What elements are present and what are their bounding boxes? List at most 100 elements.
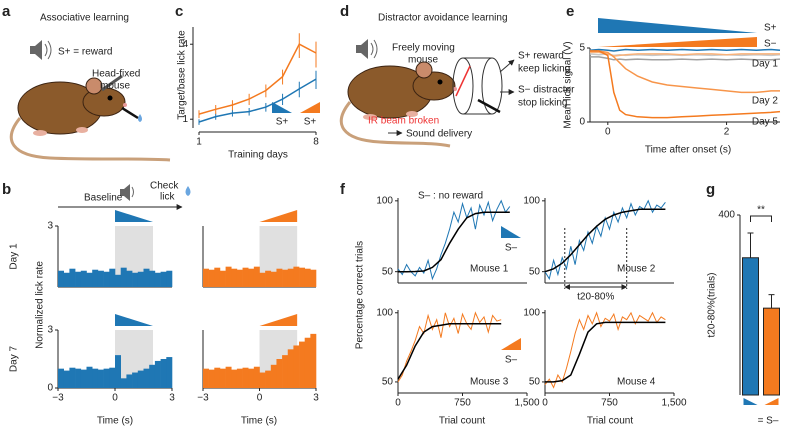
y-axis-label: Normalized lick rate [35,261,46,349]
histogram-bar [86,366,93,388]
histogram-bar [109,367,116,388]
histogram-bar [58,270,64,287]
histogram-bar [137,370,144,388]
chart-label: Mouse 2 [617,264,656,275]
histogram-bar [270,271,277,287]
histogram-bar [253,266,260,287]
panel-label: e [566,3,574,20]
histogram-bar [160,271,167,287]
histogram-bar [299,341,305,388]
histogram-bar [203,268,209,287]
x-tick-label: −3 [52,393,64,404]
x-tick-label: 0 [112,393,118,404]
histogram-bar [236,269,243,287]
histogram-bar [242,267,249,287]
histogram-bar [58,368,64,388]
histogram-bar [265,370,272,388]
panel-label: g [706,181,715,198]
y-tick-label: 100 [376,195,393,206]
y-tick-label: 50 [382,377,394,388]
legend-icon [272,102,292,113]
panel-label: d [340,3,349,20]
histogram-bar [219,368,226,388]
histogram-bar [69,268,76,287]
y-tick-label: 0 [47,383,53,394]
y-tick-label: 100 [523,195,540,206]
x-tick-label: 0 [395,398,401,409]
annotation: mouse [100,81,130,92]
y-tick-label: 5 [579,43,585,54]
histogram-bar [259,372,266,388]
stimulus-wedge [259,314,298,326]
category-icon [743,398,758,405]
interval-label: t20-80% [577,292,614,303]
significance-bracket [750,215,772,222]
y-tick-label: 100 [523,307,540,318]
y-tick-label: 3 [47,221,53,232]
histogram-bar [214,267,221,287]
histogram-bar [92,269,99,287]
mouse-illustration [339,61,457,148]
data-line [545,321,666,383]
histogram-bar [75,271,82,287]
histogram-bar [69,367,76,388]
annotation: S+ = reward [58,47,112,58]
legend-icon [501,338,521,350]
series-label: Day 5 [752,116,779,127]
histogram-bar [231,369,238,388]
x-axis-label: Training days [228,150,288,161]
histogram-bar [304,337,311,388]
category-icon [764,398,779,405]
histogram-bar [126,270,133,287]
legend-label: S– [505,243,518,254]
histogram-bar [231,268,238,287]
y-axis-label: Percentage correct trials [355,241,366,349]
histogram-bar [149,270,156,287]
histogram-bar [160,359,167,388]
histogram-bar [103,368,110,388]
y-tick-label: 50 [382,266,394,277]
histogram-bar [225,366,232,388]
histogram-bar [154,272,161,287]
row-label: Day 7 [9,346,20,373]
histogram-bar [214,367,221,388]
y-axis-label: t20-80%(trials) [707,272,718,337]
histogram-bar [208,269,215,287]
y-tick-label: 50 [529,266,541,277]
histogram-bar [310,333,317,388]
histogram-bar [276,359,283,388]
histogram-bar [109,268,116,287]
data-line [590,56,781,61]
histogram-bar [126,374,133,388]
histogram-bar [120,378,127,388]
y-tick-label: 400 [718,210,735,221]
x-tick-label: 1 [196,137,202,148]
y-axis-label: Target/base lick rate [177,30,188,120]
histogram-bar [120,267,127,287]
panel-label: a [2,3,11,20]
bar [763,307,780,396]
histogram-bar [115,355,121,388]
series-label: Day 2 [752,96,779,107]
y-tick-label: 0 [579,117,585,128]
stimulus-wedge [115,210,153,222]
histogram-bar [86,272,93,287]
histogram-bar [219,270,226,287]
bar [742,257,759,396]
histogram-bar [310,269,317,287]
legend-label: S+ [764,23,777,34]
x-axis-label: Time after onset (s) [645,145,731,156]
histogram-bar [166,357,173,388]
x-tick-label: 0 [542,398,548,409]
legend-label: S+ [276,117,289,128]
histogram-bar [248,368,255,388]
speaker-icon [120,184,134,201]
panel-title: Distractor avoidance learning [378,13,508,24]
data-line [198,43,317,115]
x-axis-label: Trial count [587,416,634,427]
x-tick-label: 750 [601,398,618,409]
data-line [589,48,781,52]
panel-label: b [2,181,11,198]
y-tick-label: 1 [182,114,188,125]
